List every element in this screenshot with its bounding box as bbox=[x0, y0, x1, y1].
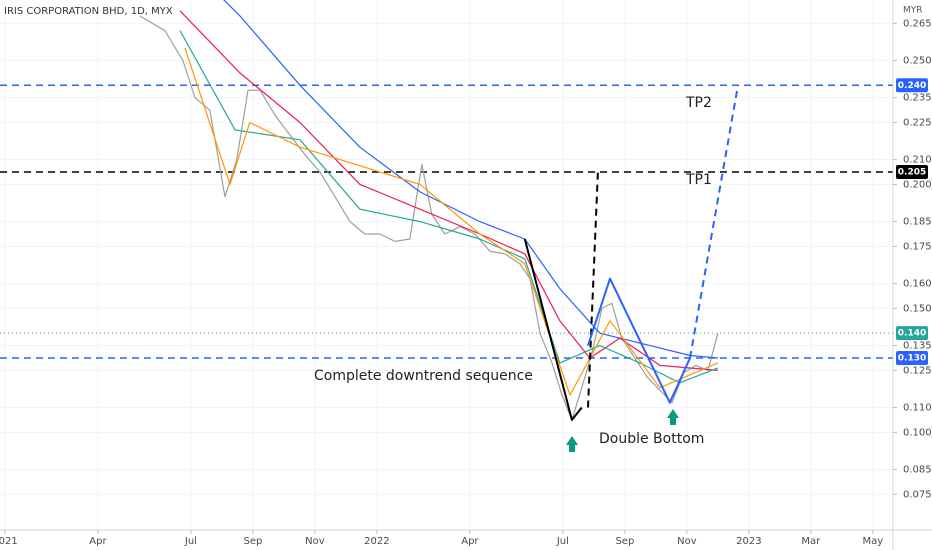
y-tick-label: 0.160 bbox=[903, 279, 932, 290]
y-tick-label: 0.075 bbox=[903, 489, 932, 500]
x-tick-label: Nov bbox=[305, 536, 325, 547]
price-line bbox=[523, 238, 583, 421]
y-tick-label: 0.175 bbox=[903, 241, 932, 252]
level-label: 0.205 bbox=[898, 168, 926, 178]
y-tick-label: 0.110 bbox=[903, 403, 932, 414]
annotation: TP2 bbox=[685, 95, 712, 111]
y-tick-label: 0.250 bbox=[903, 55, 932, 66]
level-label: 0.240 bbox=[898, 81, 926, 91]
plot-area bbox=[0, 0, 893, 421]
y-tick-label: 0.150 bbox=[903, 303, 932, 314]
level-label-box bbox=[896, 326, 928, 341]
annotation: TP1 bbox=[685, 172, 712, 188]
price-line bbox=[587, 277, 691, 404]
x-tick-label: 2021 bbox=[0, 536, 18, 547]
level-label: 0.140 bbox=[898, 329, 926, 339]
x-tick-label: 2022 bbox=[364, 536, 389, 547]
arrow-up bbox=[667, 409, 679, 425]
annotation: Double Bottom bbox=[599, 431, 704, 447]
projection-line bbox=[689, 85, 739, 359]
y-tick-label: 0.210 bbox=[903, 155, 932, 166]
annotation: Complete downtrend sequence bbox=[314, 368, 533, 384]
price-line bbox=[139, 15, 719, 421]
x-tick-label: Jul bbox=[556, 536, 569, 547]
x-tick-label: Nov bbox=[677, 536, 697, 547]
y-tick-label: 0.200 bbox=[903, 179, 932, 190]
x-tick-label: Sep bbox=[615, 536, 634, 547]
price-line bbox=[223, 0, 718, 359]
x-tick-label: May bbox=[863, 536, 884, 547]
y-tick-label: 0.085 bbox=[903, 465, 932, 476]
y-tick-label: 0.225 bbox=[903, 117, 932, 128]
grid bbox=[0, 0, 893, 530]
y-tick-label: 0.135 bbox=[903, 341, 932, 352]
x-tick-label: Apr bbox=[89, 536, 107, 547]
x-tick-label: Mar bbox=[801, 536, 821, 547]
level-label-box bbox=[896, 78, 928, 93]
x-tick-label: 2023 bbox=[736, 536, 761, 547]
y-tick-label: 0.125 bbox=[903, 365, 932, 376]
y-axis: 0.265 0.250 0.235 0.225 0.210 0.200 0.185 0.175… bbox=[893, 18, 932, 500]
x-tick-label: Jul bbox=[184, 536, 197, 547]
y-tick-label: 0.235 bbox=[903, 93, 932, 104]
level-label-box bbox=[896, 350, 928, 365]
x-tick-label: Apr bbox=[461, 536, 479, 547]
y-axis-unit: MYR bbox=[903, 6, 923, 16]
chart-title: IRIS CORPORATION BHD, 1D, MYX bbox=[4, 6, 173, 17]
y-tick-label: 0.185 bbox=[903, 217, 932, 228]
price-line bbox=[184, 47, 719, 396]
arrow-up bbox=[566, 436, 578, 452]
x-tick-label: Sep bbox=[243, 536, 262, 547]
y-tick-label: 0.265 bbox=[903, 18, 932, 29]
level-label-box bbox=[896, 165, 928, 180]
y-tick-label: 0.100 bbox=[903, 427, 932, 438]
projection-line bbox=[587, 171, 599, 408]
level-label: 0.130 bbox=[898, 353, 926, 363]
